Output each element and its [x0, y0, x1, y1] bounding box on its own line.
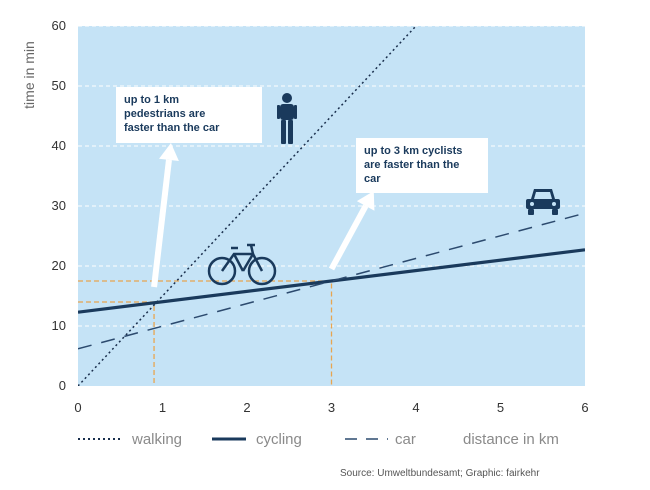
x-tick-label: 5: [497, 400, 504, 415]
y-tick-labels: 0 10 20 30 40 50 60: [52, 18, 66, 393]
legend-label-car: car: [395, 431, 416, 448]
y-tick-label: 20: [52, 258, 66, 273]
x-tick-labels: 0 1 2 3 4 5 6: [74, 400, 588, 415]
y-tick-label: 60: [52, 18, 66, 33]
annotation-arrows: [151, 143, 375, 288]
y-axis-label: time in min: [21, 41, 37, 109]
series-line-cycling: [78, 248, 585, 314]
reference-line: [78, 280, 333, 386]
arrow-head: [356, 191, 375, 211]
x-tick-label: 6: [581, 400, 588, 415]
annotation-cyclists: up to 3 km cyclists are faster than the …: [356, 138, 488, 193]
arrow-shaft: [328, 204, 369, 271]
bicycle-icon: [207, 243, 277, 286]
x-tick-label: 1: [159, 400, 166, 415]
pedestrian-icon: [277, 93, 297, 144]
y-tick-label: 30: [52, 198, 66, 213]
series-line-walking: [78, 26, 417, 386]
x-axis-label: distance in km: [463, 431, 559, 448]
arrow-shaft: [151, 159, 172, 288]
legend-label-cycling: cycling: [256, 431, 302, 448]
source-note: Source: Umweltbundesamt; Graphic: fairke…: [340, 468, 540, 479]
series-line-car: [78, 212, 585, 350]
arrow-head: [159, 143, 179, 162]
legend-label-walking: walking: [131, 431, 182, 448]
x-tick-label: 3: [328, 400, 335, 415]
y-tick-label: 10: [52, 318, 66, 333]
annotation-pedestrians: up to 1 km pedestrians are faster than t…: [116, 87, 262, 143]
series: [78, 26, 585, 386]
y-tick-label: 40: [52, 138, 66, 153]
car-icon: [526, 189, 560, 215]
x-tick-label: 0: [74, 400, 81, 415]
x-tick-label: 4: [412, 400, 419, 415]
x-tick-label: 2: [243, 400, 250, 415]
y-tick-label: 50: [52, 78, 66, 93]
y-tick-label: 0: [59, 378, 66, 393]
legend: walking cycling car distance in km: [78, 431, 559, 448]
